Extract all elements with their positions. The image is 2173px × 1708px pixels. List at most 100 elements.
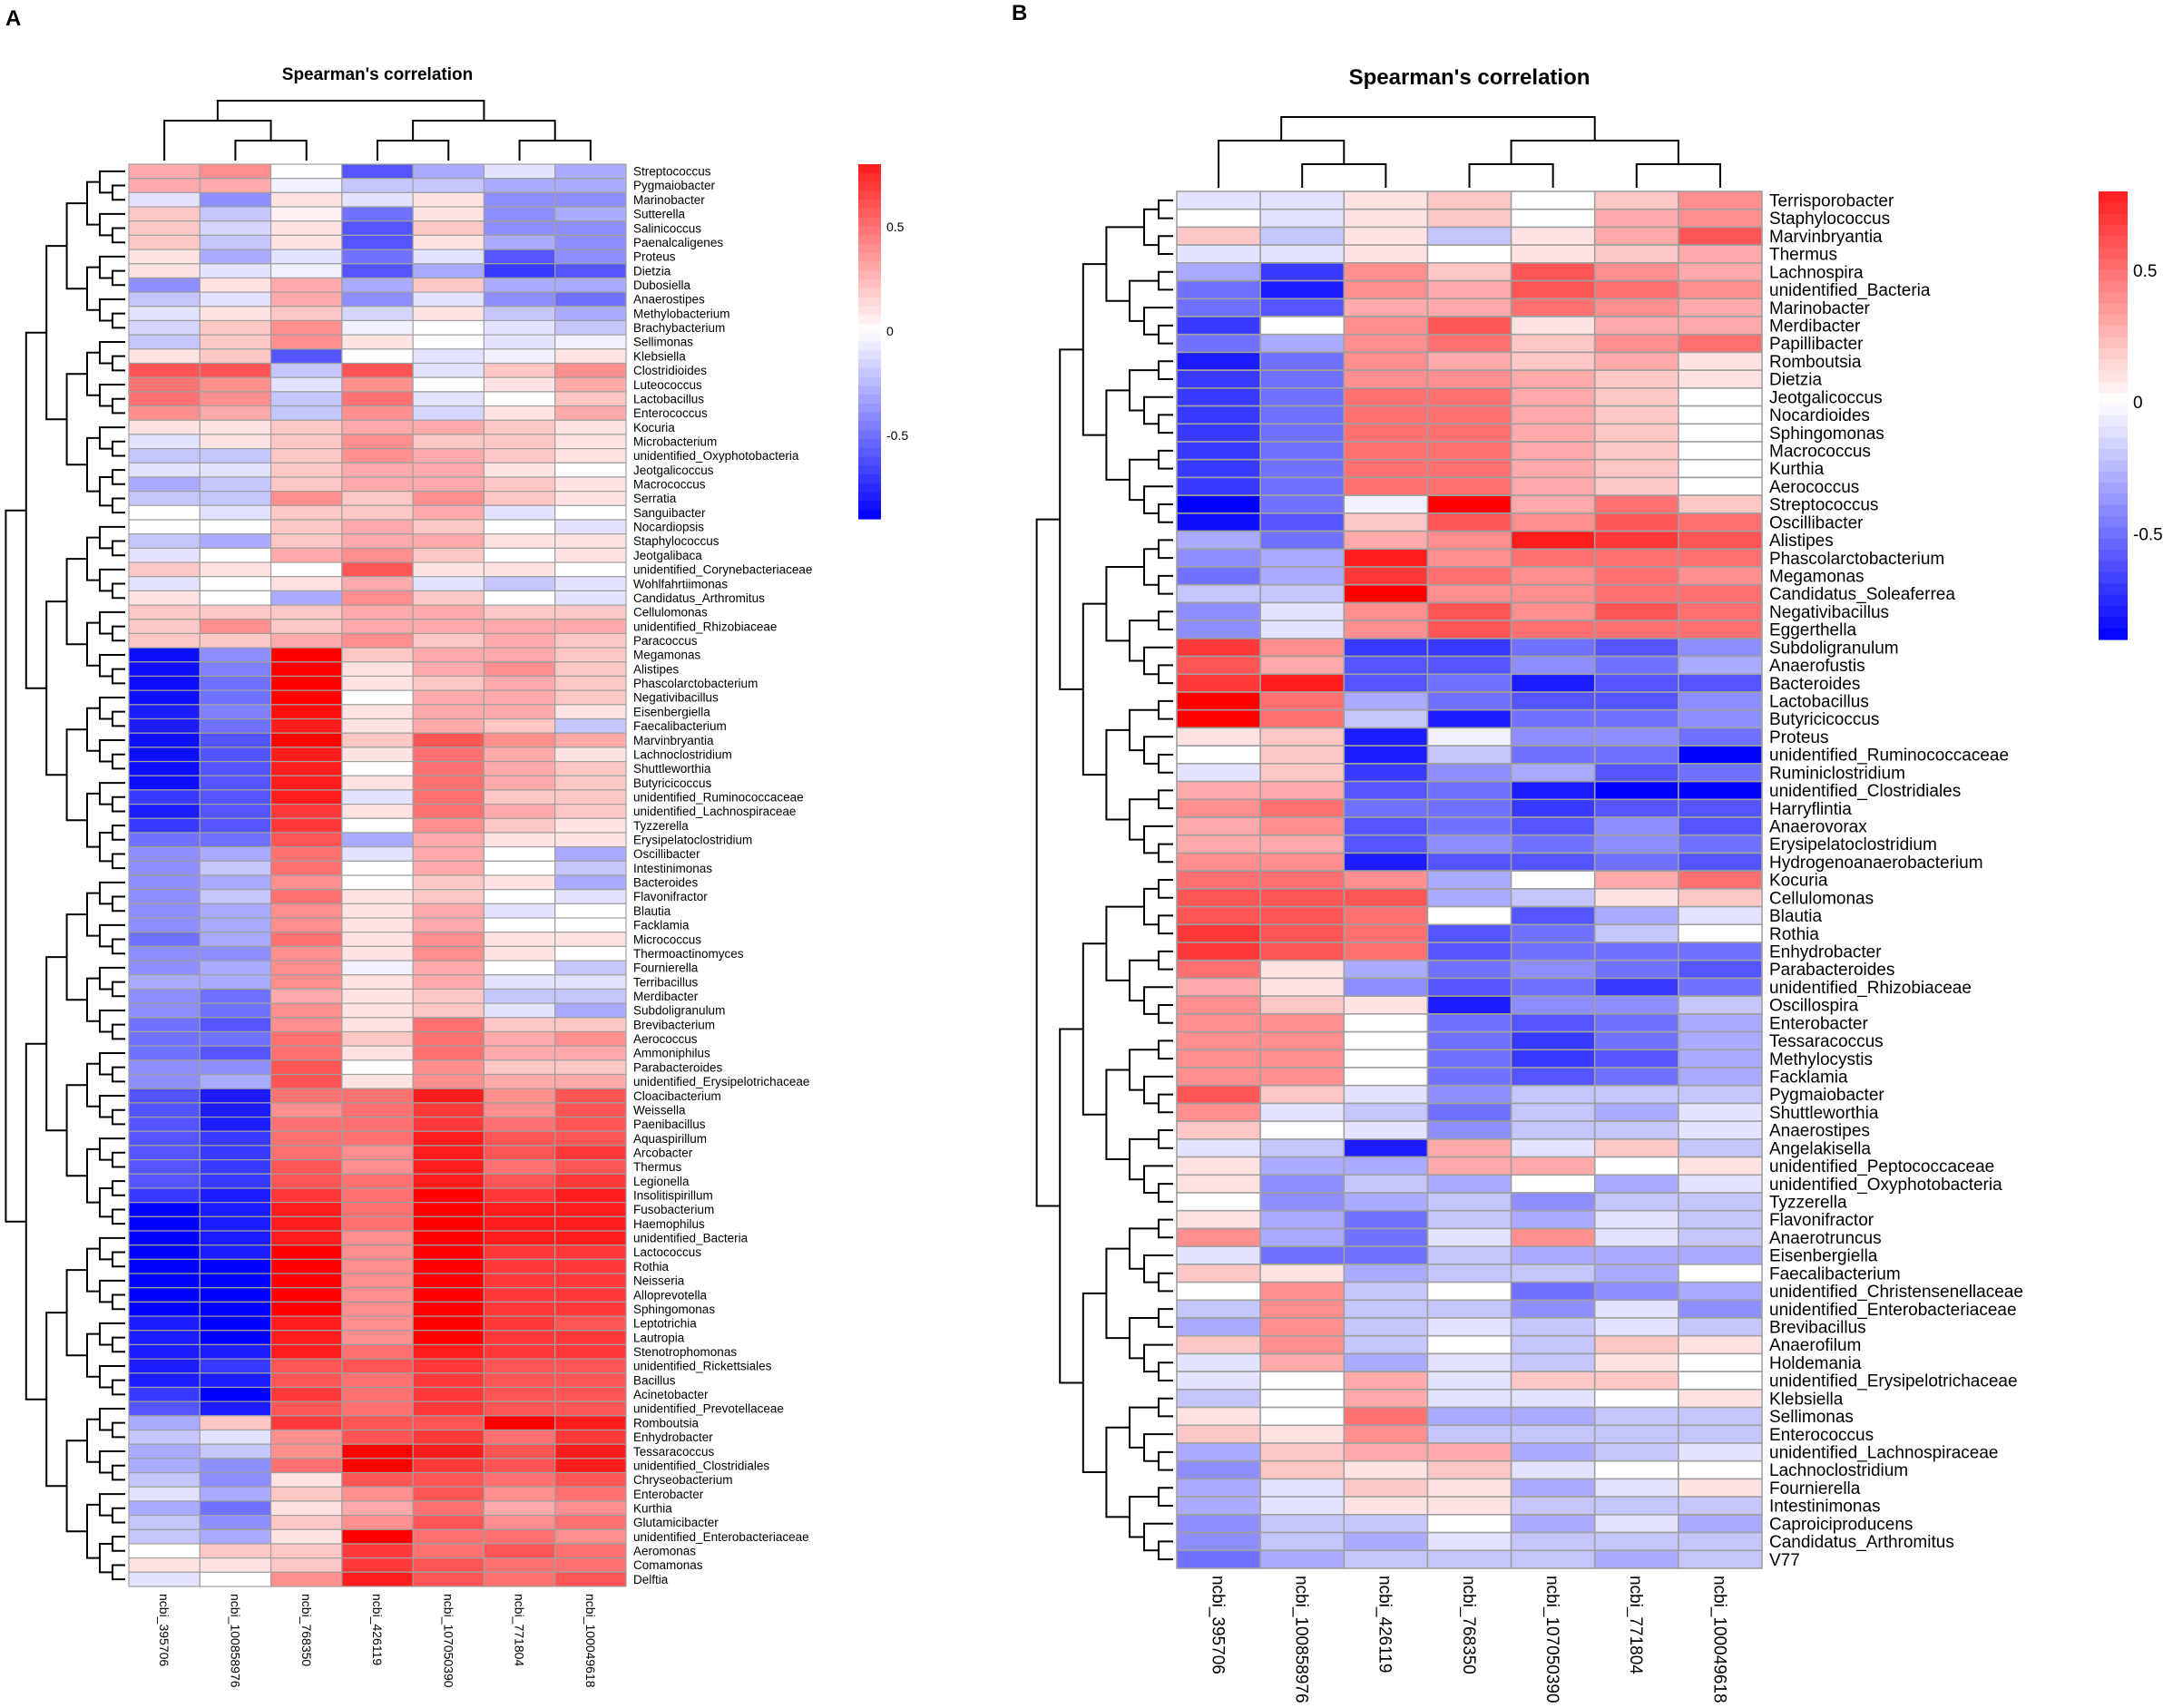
heatmap-cell [128,675,201,691]
dendrogram-branch [1158,879,1173,899]
heatmap-cell [199,874,272,891]
heatmap-cell [1176,620,1261,639]
heatmap-cell [483,519,556,535]
row-label: Eisenbergiella [1769,1247,1878,1266]
heatmap-cell [199,1059,272,1076]
heatmap-cell [1343,1067,1429,1087]
heatmap-cell [554,832,627,848]
heatmap-cell [1176,1549,1261,1569]
heatmap-cell [1259,1317,1346,1337]
heatmap-cell [1259,1102,1346,1122]
heatmap-cell [1343,1442,1429,1462]
heatmap-cell [1176,1192,1261,1212]
heatmap-cell [1343,1478,1429,1498]
heatmap-cell [483,704,556,720]
heatmap-cell [128,334,201,350]
legend-swatch [858,395,881,405]
heatmap-cell [1426,1102,1512,1122]
heatmap-cell [341,1528,414,1545]
heatmap-cell [1426,458,1512,479]
heatmap-cell [341,675,414,691]
row-label: Ammoniphilus [633,1047,710,1060]
dendrogram-branch [99,170,125,194]
heatmap-cell [412,462,485,478]
heatmap-cell [483,1301,556,1317]
dendrogram-branch [86,1503,100,1559]
heatmap-cell [483,533,556,549]
heatmap-cell [128,277,201,293]
dendrogram-branch [112,312,125,329]
heatmap-cell [412,163,485,180]
row-label: Alistipes [633,662,680,676]
heatmap-cell [1593,512,1679,532]
dendrogram-branch [99,568,125,592]
heatmap-cell [269,362,343,378]
heatmap-cell [1259,548,1346,568]
heatmap-cell [1259,1406,1346,1427]
heatmap-cell [1510,1334,1596,1355]
heatmap-cell [1678,708,1763,729]
heatmap-cell [199,860,272,876]
heatmap-cell [269,974,343,991]
heatmap-cell [269,661,343,678]
heatmap-cell [554,448,627,464]
heatmap-cell [1593,1013,1679,1033]
row-label: Kurthia [1769,460,1825,479]
heatmap-cell [554,462,627,478]
heatmap-cell [1678,995,1763,1015]
heatmap-cell [199,376,272,393]
dendrogram-branch [112,895,125,913]
heatmap-cell [554,675,627,691]
heatmap-cell [1510,655,1596,676]
heatmap-cell [341,576,414,591]
legend-swatch [858,332,881,343]
heatmap-cell [412,519,485,535]
heatmap-cell [554,1145,627,1161]
heatmap-cell [1426,298,1512,317]
heatmap-cell [128,1429,201,1445]
heatmap-cell [1678,923,1763,943]
row-label: Oscillibacter [1769,513,1864,532]
heatmap-cell [483,1030,556,1047]
column-label: ncbi_107050390 [1542,1576,1561,1703]
heatmap-cell [1343,1459,1429,1480]
column-labels-b: ncbi_395706 ncbi_100858976 ncbi_426119 ncbi… [1208,1576,1728,1703]
heatmap-cell [341,1045,414,1061]
heatmap-cell [1343,691,1429,711]
heatmap-cell [269,348,343,365]
dendrogram-branch [99,426,125,450]
dendrogram-branch [45,245,67,421]
heatmap-panel-a: Spearman's correlation StreptococcusPygm… [5,65,908,1688]
heatmap-cell [1343,1013,1429,1033]
heatmap-cell [1426,638,1512,658]
heatmap-cell [128,1202,201,1217]
heatmap-cell [199,1244,272,1260]
heatmap-cell [1593,620,1679,639]
heatmap-cell [128,1102,201,1118]
heatmap-cell [483,491,556,506]
heatmap-cell [1176,208,1261,229]
row-label: Paracoccus [633,634,698,648]
legend-swatch [2099,404,2128,416]
heatmap-cell [199,462,272,478]
heatmap-cell [269,1486,343,1502]
row-label: Bacillus [633,1373,676,1387]
heatmap-cell [128,988,201,1004]
heatmap-cell [1510,494,1596,514]
dendrogram-branch [99,782,125,805]
heatmap-cell [1343,512,1429,532]
heatmap-cell [483,163,556,180]
heatmap-cell [1510,387,1596,407]
heatmap-cell [1510,316,1596,336]
heatmap-cell [412,1230,485,1246]
row-label: Anaerofilum [1769,1336,1861,1355]
heatmap-cell [128,1030,201,1047]
heatmap-cell [128,519,201,535]
row-label: Parabacteroides [633,1060,723,1074]
row-label: Staphylococcus [1769,210,1890,229]
heatmap-cell [1176,995,1261,1015]
dendrogram-branch [65,1084,87,1177]
row-label: Intestinimonas [633,862,712,875]
heatmap-cell [128,1002,201,1019]
row-label: unidentified_Erysipelotrichaceae [633,1075,809,1088]
